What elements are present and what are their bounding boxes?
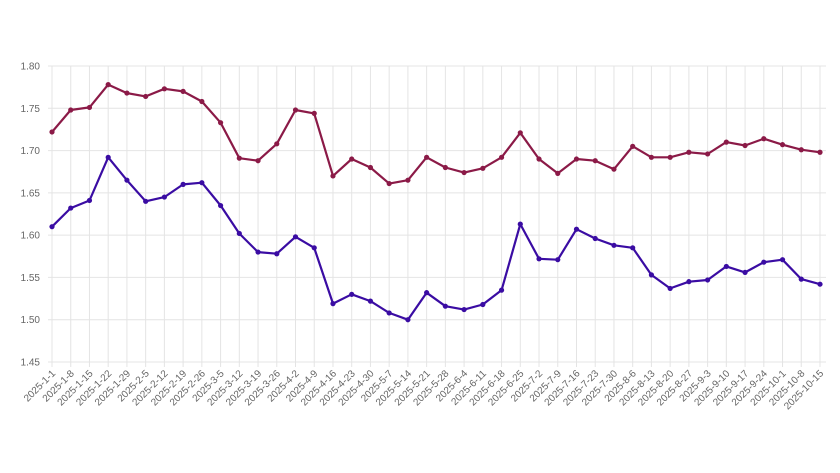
x-axis-tick-labels: 2025-1-12025-1-82025-1-152025-1-222025-1… bbox=[22, 368, 826, 412]
series-1-point[interactable] bbox=[105, 82, 111, 88]
series-1-point[interactable] bbox=[161, 86, 167, 92]
series-2-point[interactable] bbox=[386, 310, 392, 316]
series-1-point[interactable] bbox=[49, 129, 55, 135]
series-1-point[interactable] bbox=[143, 93, 149, 100]
series-2-point[interactable] bbox=[442, 303, 448, 309]
series-2-point[interactable] bbox=[86, 197, 93, 204]
series-1-point[interactable] bbox=[405, 177, 411, 183]
series-1-point[interactable] bbox=[648, 154, 655, 160]
y-tick-label: 1.80 bbox=[21, 62, 41, 73]
series-1-point[interactable] bbox=[630, 143, 636, 149]
grid bbox=[48, 65, 826, 367]
series-1-point[interactable] bbox=[124, 90, 130, 96]
series-2-point[interactable] bbox=[255, 249, 261, 255]
series-1-point[interactable] bbox=[236, 155, 242, 161]
series-1-point[interactable] bbox=[723, 139, 729, 145]
series-1-point[interactable] bbox=[86, 104, 93, 111]
series-1-point[interactable] bbox=[611, 166, 617, 172]
series-2-point[interactable] bbox=[424, 290, 430, 296]
series-1-point[interactable] bbox=[555, 170, 561, 177]
series-1-point[interactable] bbox=[274, 141, 280, 147]
series-2-point[interactable] bbox=[611, 242, 617, 248]
series-2-point[interactable] bbox=[274, 251, 280, 257]
y-tick-label: 1.65 bbox=[21, 188, 41, 199]
series-2-point[interactable] bbox=[705, 277, 711, 283]
series-2-point[interactable] bbox=[798, 276, 804, 282]
series-2-point[interactable] bbox=[124, 177, 130, 183]
series-line-2 bbox=[51, 156, 821, 321]
series-1-point[interactable] bbox=[217, 120, 224, 126]
series-1-point[interactable] bbox=[292, 107, 299, 113]
series-1-point[interactable] bbox=[199, 98, 205, 105]
series-1-point[interactable] bbox=[779, 142, 786, 148]
series-1-point[interactable] bbox=[761, 136, 767, 142]
series-2-point[interactable] bbox=[630, 245, 636, 251]
series-2-point[interactable] bbox=[686, 279, 692, 285]
series-2-point[interactable] bbox=[779, 257, 786, 263]
series-2-point[interactable] bbox=[180, 181, 186, 187]
y-tick-label: 1.70 bbox=[21, 146, 41, 157]
series-2-point[interactable] bbox=[405, 317, 411, 323]
series-1-point[interactable] bbox=[311, 110, 317, 116]
series-2-point[interactable] bbox=[461, 306, 467, 313]
series-2-point[interactable] bbox=[592, 235, 598, 242]
series-line-1 bbox=[51, 83, 821, 185]
series-2-point[interactable] bbox=[367, 298, 374, 304]
series-2-point[interactable] bbox=[330, 301, 336, 307]
series-2-point[interactable] bbox=[68, 205, 74, 211]
y-tick-label: 1.75 bbox=[21, 104, 41, 115]
series-1-point[interactable] bbox=[255, 158, 261, 164]
series-1-point[interactable] bbox=[498, 154, 505, 160]
series-1-point[interactable] bbox=[442, 164, 448, 171]
series-1-point[interactable] bbox=[667, 154, 673, 160]
series-2-point[interactable] bbox=[498, 287, 505, 293]
y-tick-label: 1.50 bbox=[21, 315, 41, 326]
series-2-point[interactable] bbox=[349, 291, 355, 297]
series-2-point[interactable] bbox=[311, 245, 317, 251]
y-tick-label: 1.60 bbox=[21, 231, 41, 242]
series-1-point[interactable] bbox=[817, 149, 823, 155]
series-2-point[interactable] bbox=[648, 272, 655, 278]
series-1-point[interactable] bbox=[742, 142, 748, 149]
series-1-point[interactable] bbox=[517, 130, 523, 136]
series-2-point[interactable] bbox=[667, 285, 673, 292]
series-2-point[interactable] bbox=[555, 257, 561, 263]
series-2-point[interactable] bbox=[49, 224, 55, 230]
series-1-point[interactable] bbox=[349, 156, 355, 162]
series-1-point[interactable] bbox=[461, 169, 467, 176]
series-2-point[interactable] bbox=[143, 198, 149, 204]
series-2-point[interactable] bbox=[761, 259, 767, 265]
y-tick-label: 1.55 bbox=[21, 273, 41, 284]
series-2-point[interactable] bbox=[480, 301, 486, 308]
series-2-point[interactable] bbox=[742, 269, 748, 275]
series-2-point[interactable] bbox=[105, 154, 111, 160]
series-1-point[interactable] bbox=[330, 173, 336, 179]
series-2-point[interactable] bbox=[236, 230, 242, 237]
series-2-point[interactable] bbox=[517, 221, 523, 227]
series-2-point[interactable] bbox=[723, 263, 729, 270]
series-1-point[interactable] bbox=[68, 107, 74, 113]
series-1-point[interactable] bbox=[705, 151, 711, 157]
series-2-point[interactable] bbox=[217, 202, 224, 209]
y-tick-label: 1.45 bbox=[21, 358, 41, 369]
series-1-point[interactable] bbox=[686, 149, 692, 155]
series-2-point[interactable] bbox=[199, 180, 205, 186]
series-2-point[interactable] bbox=[536, 256, 542, 262]
series-1-point[interactable] bbox=[386, 180, 392, 187]
series-1-point[interactable] bbox=[798, 147, 804, 153]
series-1-point[interactable] bbox=[180, 88, 186, 94]
series-2-point[interactable] bbox=[573, 226, 580, 232]
series-1-point[interactable] bbox=[480, 165, 486, 171]
series-1-point[interactable] bbox=[367, 164, 374, 171]
series-lines bbox=[49, 82, 823, 323]
series-1-point[interactable] bbox=[592, 158, 598, 164]
series-2-point[interactable] bbox=[292, 234, 299, 240]
y-axis-tick-labels: 1.45 1.50 1.55 1.60 1.65 1.70 1.75 1.80 bbox=[21, 62, 41, 369]
series-2-point[interactable] bbox=[161, 194, 167, 200]
series-1-point[interactable] bbox=[424, 154, 430, 160]
series-1-point[interactable] bbox=[573, 156, 580, 162]
series-1-point[interactable] bbox=[536, 156, 542, 162]
series-2-point[interactable] bbox=[817, 281, 823, 287]
